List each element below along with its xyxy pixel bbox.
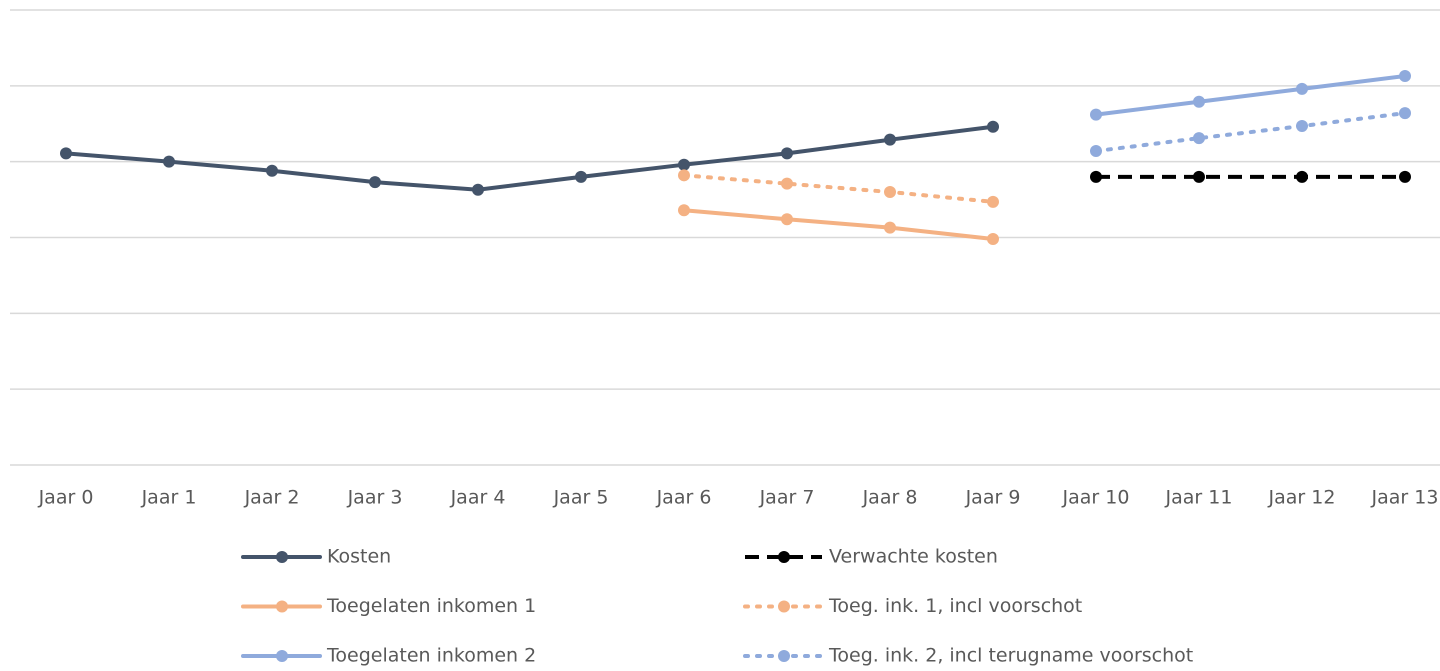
legend-label: Verwachte kosten <box>829 546 998 568</box>
marker <box>678 169 690 182</box>
marker <box>884 133 896 146</box>
legend-marker <box>276 650 288 662</box>
marker <box>1090 108 1102 121</box>
legend-label: Toeg. ink. 2, incl terugname voorschot <box>828 645 1193 667</box>
legend-marker <box>276 600 288 613</box>
x-tick-label: Jaar 2 <box>244 487 300 509</box>
x-tick-label: Jaar 3 <box>347 487 403 509</box>
marker <box>1296 170 1308 183</box>
marker <box>1193 170 1205 183</box>
marker <box>575 170 587 183</box>
x-tick-label: Jaar 11 <box>1165 487 1233 509</box>
marker <box>884 186 896 198</box>
marker <box>781 147 793 160</box>
series-line <box>1094 111 1407 154</box>
marker <box>1090 170 1102 183</box>
marker <box>369 176 381 189</box>
series-line <box>64 124 995 192</box>
x-tick-label: Jaar 13 <box>1371 487 1439 509</box>
legend-marker <box>778 650 790 662</box>
legend-label: Toeg. ink. 1, incl voorschot <box>828 595 1082 617</box>
marker <box>266 164 278 177</box>
x-tick-label: Jaar 6 <box>656 487 712 509</box>
x-tick-label: Jaar 5 <box>553 487 609 509</box>
marker <box>472 183 484 196</box>
legend-label: Kosten <box>327 546 391 568</box>
x-tick-label: Jaar 7 <box>759 487 815 509</box>
marker <box>1399 107 1411 120</box>
marker <box>987 120 999 133</box>
x-tick-label: Jaar 10 <box>1062 487 1130 509</box>
marker <box>60 147 72 160</box>
marker <box>884 221 896 234</box>
marker <box>1193 95 1205 108</box>
marker <box>781 213 793 226</box>
x-tick-label: Jaar 8 <box>862 487 918 509</box>
marker <box>1399 69 1411 82</box>
legend-marker <box>778 600 790 613</box>
marker <box>1296 120 1308 133</box>
marker <box>163 155 175 168</box>
legend-label: Toegelaten inkomen 2 <box>326 645 536 667</box>
marker <box>987 233 999 246</box>
marker <box>1090 145 1102 158</box>
marker <box>781 177 793 190</box>
marker <box>678 158 690 171</box>
marker <box>1399 170 1411 183</box>
x-tick-label: Jaar 0 <box>38 487 94 509</box>
x-tick-label: Jaar 1 <box>141 487 197 509</box>
series-line <box>682 173 995 204</box>
series-line <box>1094 73 1407 117</box>
legend-label: Toegelaten inkomen 1 <box>326 595 536 617</box>
marker <box>987 195 999 208</box>
x-tick-label: Jaar 4 <box>450 487 506 509</box>
marker <box>1296 82 1308 95</box>
series-line <box>682 208 995 242</box>
marker <box>1193 132 1205 145</box>
legend-marker <box>276 551 288 563</box>
x-tick-label: Jaar 12 <box>1268 487 1336 509</box>
marker <box>678 204 690 217</box>
legend-marker <box>778 551 790 563</box>
x-tick-label: Jaar 9 <box>965 487 1021 509</box>
